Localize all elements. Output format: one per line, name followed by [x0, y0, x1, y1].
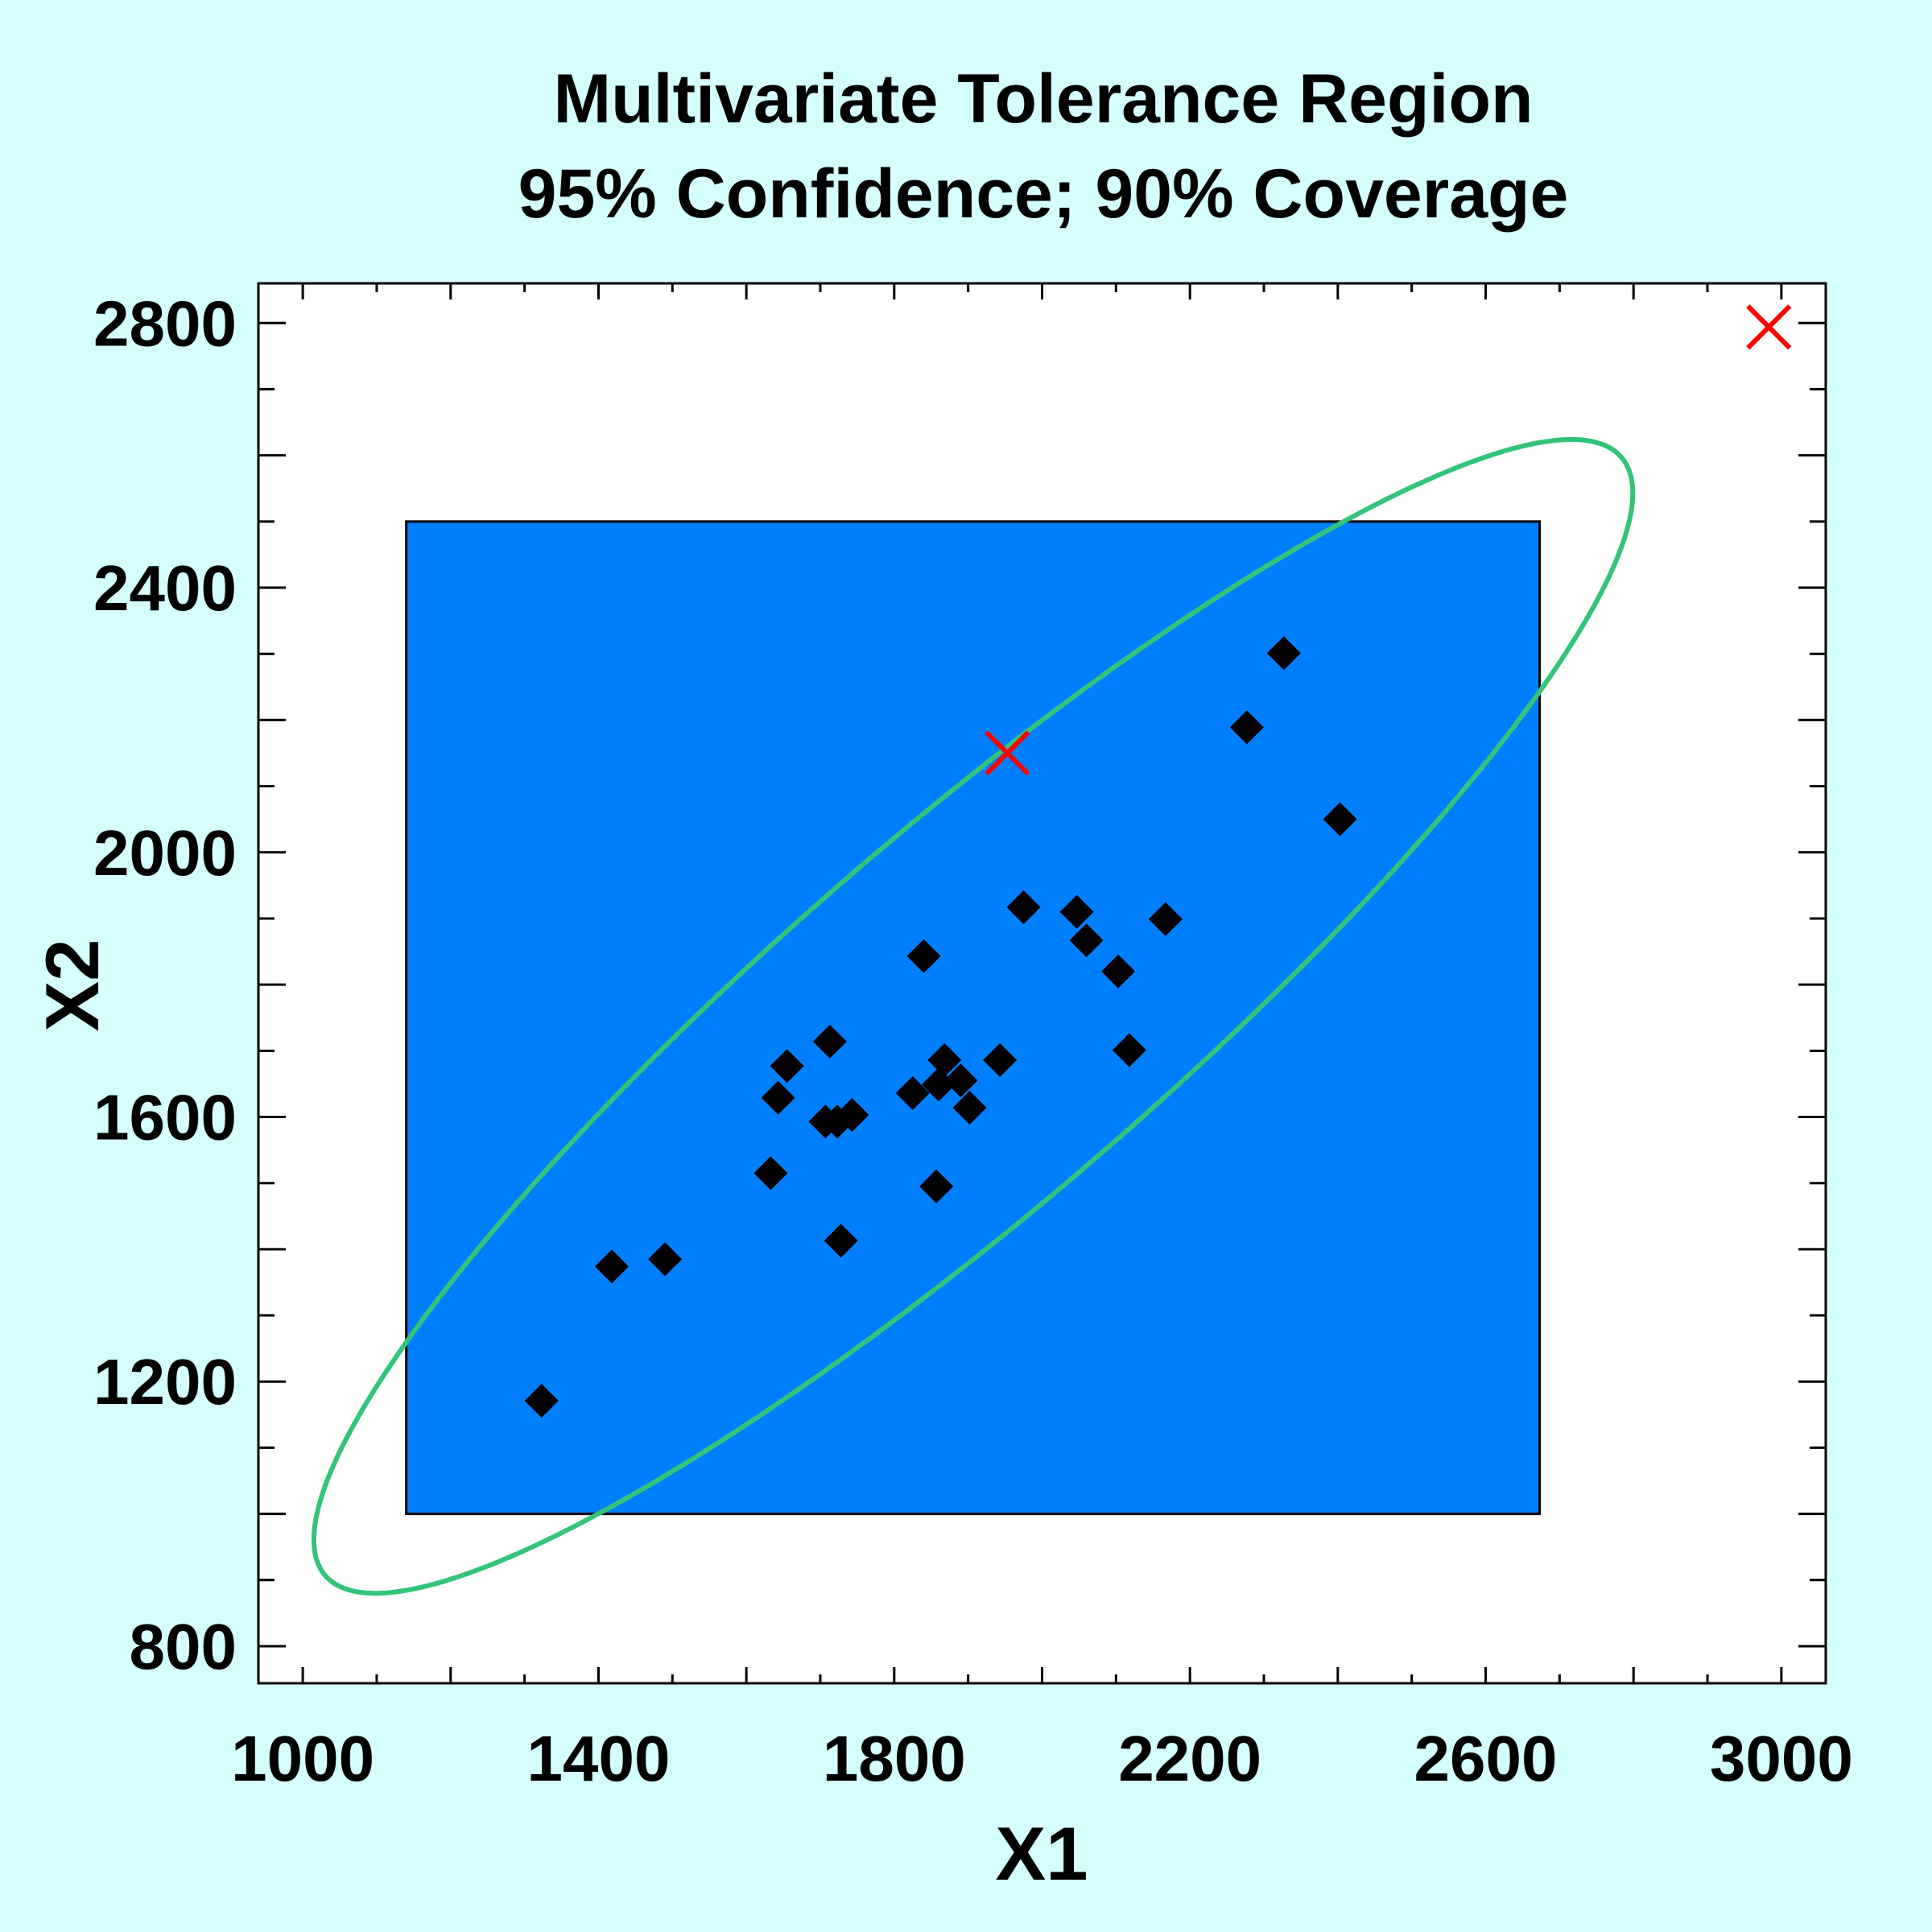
data-point — [812, 1024, 847, 1059]
data-point — [770, 1049, 804, 1084]
chart-subtitle: 95% Confidence; 90% Coverage — [518, 155, 1569, 233]
outlier-marker — [1746, 304, 1792, 350]
y-tick-label: 2400 — [93, 552, 237, 624]
x-tick-label: 1000 — [231, 1723, 374, 1794]
tolerance-ellipse — [311, 437, 1636, 1596]
y-tick-label: 1600 — [93, 1082, 237, 1154]
data-point — [943, 1063, 978, 1098]
y-tick-label: 800 — [130, 1611, 237, 1682]
outlier-marker — [985, 730, 1030, 776]
data-point — [761, 1080, 795, 1115]
data-point — [983, 1042, 1018, 1077]
data-point — [1266, 636, 1301, 671]
x-tick-label: 3000 — [1710, 1723, 1853, 1794]
data-point — [919, 1169, 954, 1203]
data-point — [906, 939, 941, 973]
data-point — [1006, 890, 1041, 924]
data-point — [1229, 710, 1264, 745]
data-point — [524, 1384, 559, 1418]
y-axis-label: X2 — [30, 939, 114, 1032]
y-tick-label: 2000 — [93, 817, 237, 889]
data-point — [921, 1067, 956, 1102]
data-point — [824, 1224, 858, 1258]
x-tick-label: 1800 — [823, 1723, 966, 1794]
x-tick-label: 2600 — [1414, 1723, 1558, 1794]
data-point — [927, 1042, 962, 1077]
data-point — [952, 1091, 987, 1125]
x-tick-label: 2200 — [1118, 1723, 1261, 1794]
data-point — [895, 1075, 930, 1110]
data-point — [835, 1098, 869, 1133]
data-point — [1323, 802, 1357, 836]
data-point — [753, 1156, 788, 1191]
data-point — [1112, 1033, 1146, 1067]
x-axis-label: X1 — [996, 1811, 1088, 1896]
data-point — [1101, 954, 1136, 989]
tolerance-rectangle — [405, 520, 1542, 1516]
data-point — [594, 1249, 629, 1284]
x-tick-label: 1400 — [526, 1723, 670, 1794]
data-point — [1148, 902, 1183, 936]
data-point — [1059, 894, 1094, 929]
data-point — [1069, 923, 1104, 958]
y-tick-label: 2800 — [93, 287, 237, 359]
y-tick-label: 1200 — [93, 1346, 237, 1418]
chart-title: Multivariate Tolerance Region — [553, 60, 1533, 138]
data-point — [648, 1242, 683, 1277]
